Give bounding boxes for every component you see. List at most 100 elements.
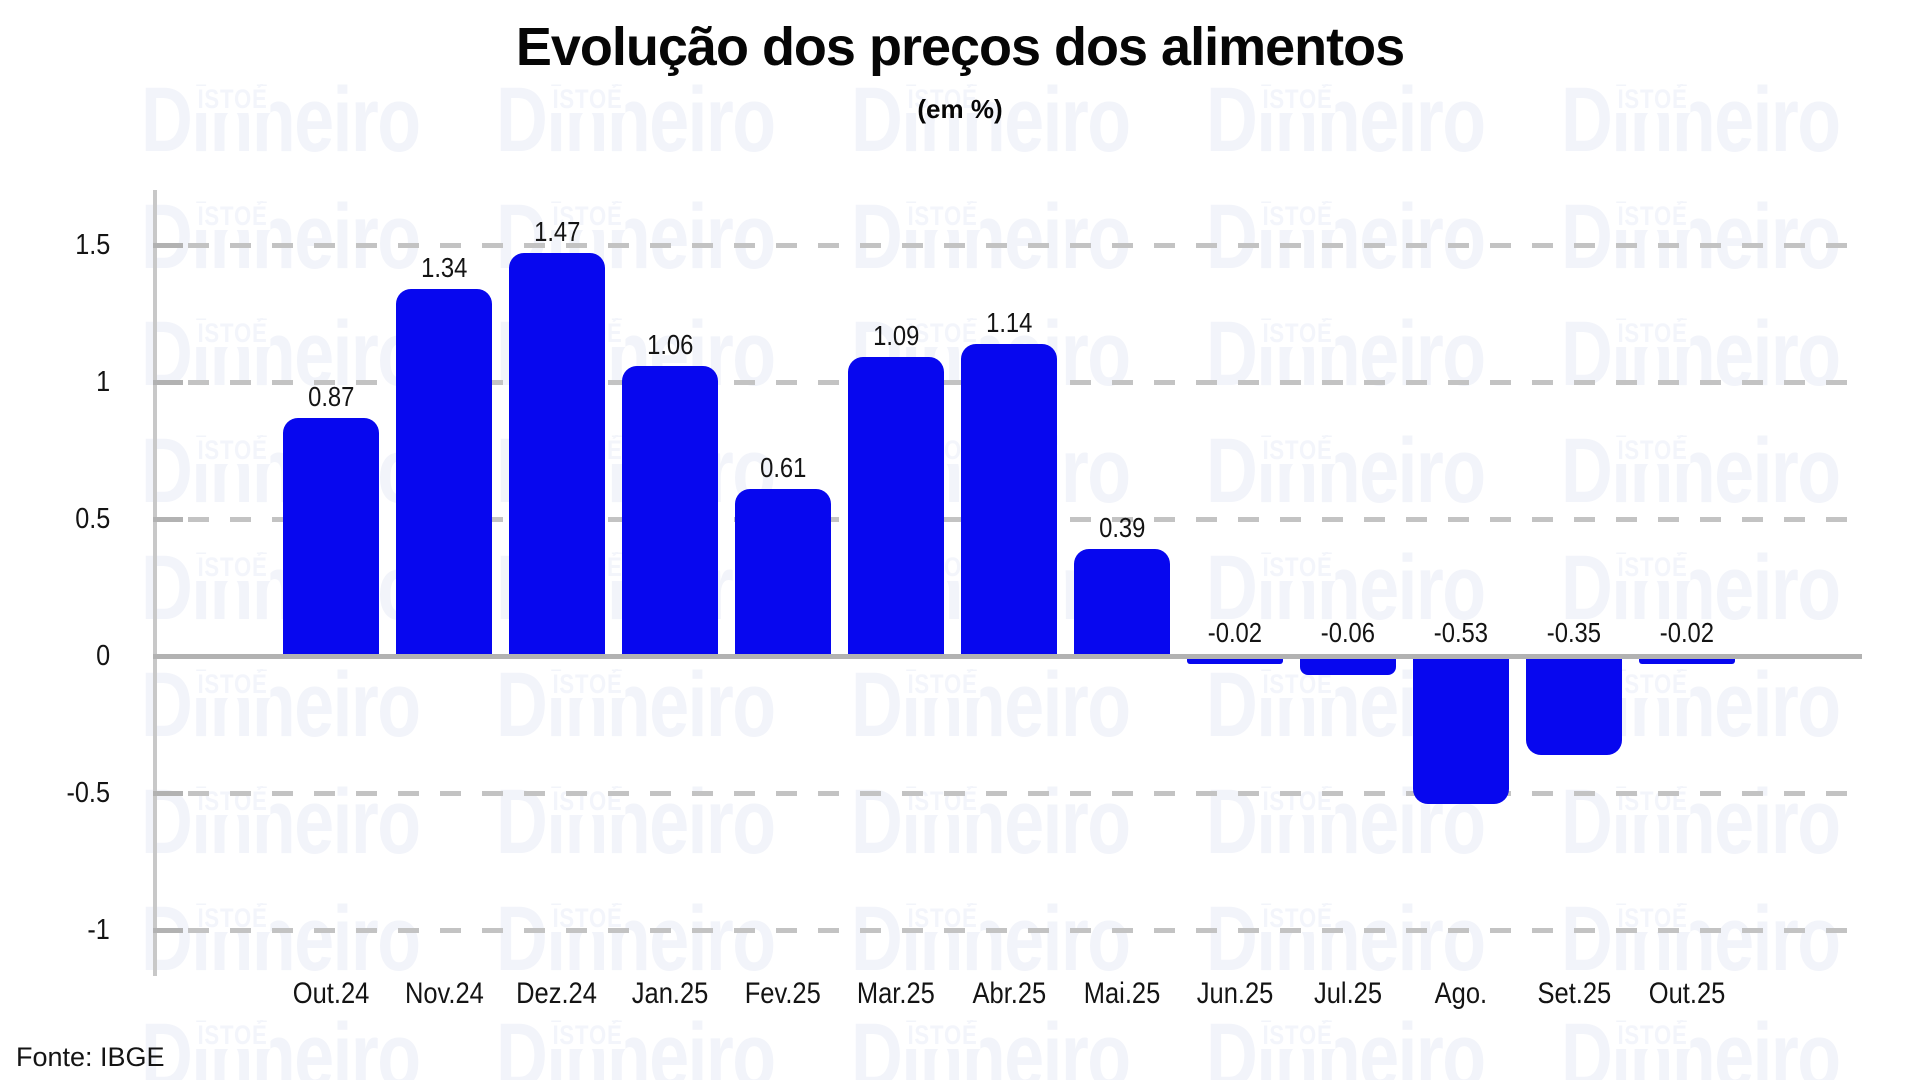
watermark-dinheiro-text: Dinheiro [1561,303,1841,405]
bar-value-text: 1.34 [420,251,468,283]
bar-value-label: -0.02 [1150,618,1320,648]
bar [961,343,1057,656]
watermark-istoe-text: ISTOÉ [1615,203,1691,230]
watermark-istoe-text: ISTOÉ [1260,320,1336,347]
x-axis-label-text: Jul.25 [1313,977,1383,1010]
chart-subtitle: (em %) [917,94,1003,124]
watermark-istoe-text: ISTOÉ [195,203,271,230]
chart-title: Evolução dos preços dos alimentos [515,17,1405,77]
x-axis-label-text: Set.25 [1537,977,1611,1010]
watermark-istoe-text: ISTOÉ [195,554,271,581]
watermark-istoe-text: ISTOÉ [195,1022,271,1049]
x-axis-label: Abr.25 [924,978,1094,1010]
watermark-istoe-text: ISTOÉ [195,671,271,698]
watermark-dinheiro-text: Dinheiro [1206,1005,1486,1080]
x-axis-label-text: Abr.25 [972,977,1046,1010]
bar-value-label: 1.09 [811,321,981,351]
x-axis-label-text: Dez.24 [516,977,598,1010]
watermark-istoe-text: ISTOÉ [1260,554,1336,581]
watermark-istoe-text: ISTOÉ [1260,437,1336,464]
bar-value-text: -0.35 [1546,617,1602,648]
bar-value-label: 1.34 [359,251,529,283]
axis-tick [153,927,183,933]
bar-value-label: -0.53 [1376,618,1546,648]
x-axis-label: Jul.25 [1263,978,1433,1010]
bar-value-text: 0.87 [307,380,355,412]
x-axis-label-text: Ago. [1434,977,1488,1010]
watermark-dinheiro-text: Dinheiro [141,1005,421,1080]
bar-value-label: 1.06 [585,329,755,360]
bar [1526,659,1622,755]
y-tick-label-text: 0 [95,640,110,672]
watermark-dinheiro-text: Dinheiro [851,654,1131,756]
watermark-istoe-text: ISTOÉ [550,671,626,698]
bar-value-text: -0.06 [1320,617,1376,648]
x-axis-label-text: Out.25 [1648,977,1726,1010]
y-tick-label-text: -0.5 [66,777,110,809]
bar-value-text: 1.47 [533,216,581,248]
bar-value-text: -0.02 [1659,617,1715,648]
watermark-dinheiro-text: Dinheiro [141,186,421,288]
x-axis-label-text: Out.24 [292,977,370,1010]
x-axis-label-text: Jan.25 [631,977,709,1010]
watermark-dinheiro-text: Dinheiro [851,69,1131,171]
watermark-istoe-text: ISTOÉ [1615,86,1691,113]
source-note: Fonte: IBGE [16,1042,165,1072]
bar-value-label: -0.35 [1489,618,1659,648]
gridline-dashed [188,790,1862,796]
watermark-dinheiro-text: Dinheiro [496,888,776,990]
bar [735,488,831,656]
axis-tick [153,242,183,248]
watermark-dinheiro-text: Dinheiro [1206,69,1486,171]
x-axis-label: Jun.25 [1150,978,1320,1010]
x-axis-label: Ago. [1376,978,1546,1010]
y-tick-label-text: -1 [87,914,110,946]
x-axis-label: Mai.25 [1037,978,1207,1010]
watermark-dinheiro-text: Dinheiro [851,186,1131,288]
gridline-dashed [188,927,1862,933]
x-axis-label-text: Nov.24 [404,977,484,1010]
watermark-istoe-text: ISTOÉ [905,1022,981,1049]
watermark-istoe-text: ISTOÉ [1615,554,1691,581]
axis-tick [153,379,183,385]
x-axis-label-text: Jun.25 [1196,977,1274,1010]
x-axis-label: Jan.25 [585,978,755,1010]
watermark-istoe-text: ISTOÉ [195,86,271,113]
watermark-dinheiro-text: Dinheiro [1206,537,1486,639]
x-axis-label-text: Fev.25 [744,977,822,1010]
bar-value-text: 1.14 [985,306,1033,338]
watermark-dinheiro-text: Dinheiro [141,654,421,756]
watermark-istoe-text: ISTOÉ [550,86,626,113]
watermark-dinheiro-text: Dinheiro [496,1005,776,1080]
watermark-dinheiro-text: Dinheiro [851,1005,1131,1080]
watermark-istoe-text: ISTOÉ [1615,671,1691,698]
watermark-dinheiro-text: Dinheiro [1206,888,1486,990]
bar [622,365,718,656]
y-tick-label: -0.5 [0,777,110,809]
watermark-istoe-text: ISTOÉ [905,671,981,698]
watermark-istoe-text: ISTOÉ [1260,86,1336,113]
watermark-istoe-text: ISTOÉ [195,437,271,464]
bar-value-text: -0.53 [1433,617,1489,648]
bar [1187,659,1283,665]
watermark-dinheiro-text: Dinheiro [141,303,421,405]
bar [1074,549,1170,656]
watermark-dinheiro-text: Dinheiro [1561,1005,1841,1080]
watermark-dinheiro-text: Dinheiro [141,888,421,990]
watermark-istoe-text: ISTOÉ [1615,320,1691,347]
watermark-istoe-text: ISTOÉ [1615,1022,1691,1049]
x-axis-label: Fev.25 [698,978,868,1010]
